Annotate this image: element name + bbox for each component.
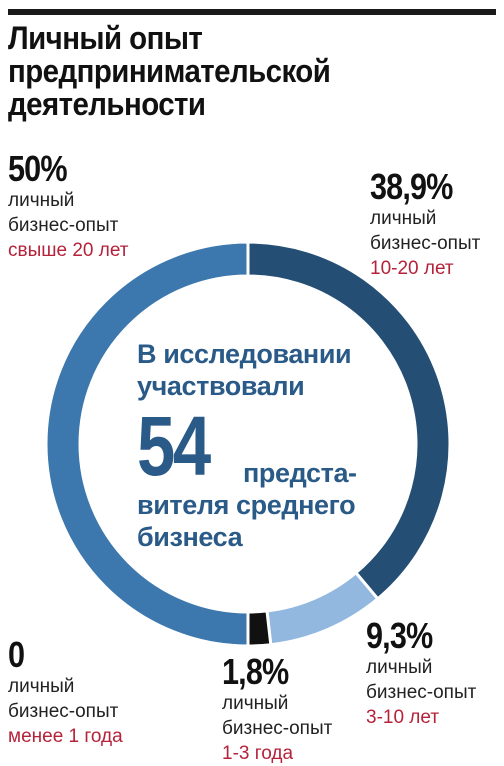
- label-pct: 9,3%: [366, 615, 433, 656]
- center-line5: бизнеса: [137, 522, 243, 552]
- label-line2: бизнес-опыт: [8, 701, 119, 722]
- label-line2: бизнес-опыт: [8, 215, 119, 236]
- center-number: 54: [137, 399, 211, 493]
- center-line2: участвовали: [137, 371, 305, 401]
- label-line2: бизнес-опыт: [222, 718, 333, 739]
- label-under-1: 0 личный бизнес-опыт менее 1 года: [8, 636, 123, 749]
- label-line1: личный: [370, 208, 437, 229]
- label-accent: 3-10 лет: [366, 707, 440, 728]
- label-line2: бизнес-опыт: [370, 233, 481, 254]
- slice-1-3: [246, 609, 273, 648]
- center-text-tail: вителя среднего бизнеса: [137, 489, 356, 553]
- label-over-20: 50% личный бизнес-опыт свыше 20 лет: [8, 150, 128, 263]
- label-3-10: 9,3% личный бизнес-опыт 3-10 лет: [366, 617, 476, 730]
- label-line1: личный: [8, 190, 75, 211]
- label-10-20: 38,9% личный бизнес-опыт 10-20 лет: [370, 168, 480, 281]
- label-accent: 10-20 лет: [370, 258, 454, 279]
- slice-over-20: [44, 240, 250, 648]
- label-line1: личный: [366, 657, 433, 678]
- top-rule: [8, 9, 496, 15]
- label-accent: менее 1 года: [8, 726, 123, 747]
- center-line3: предста-: [243, 458, 357, 488]
- label-line2: бизнес-опыт: [366, 682, 477, 703]
- label-line1: личный: [222, 693, 289, 714]
- label-accent: свыше 20 лет: [8, 240, 129, 261]
- label-line1: личный: [8, 676, 75, 697]
- label-accent: 1-3 года: [222, 743, 294, 764]
- slice-3-10: [265, 570, 380, 647]
- center-line1: В исследовании: [137, 339, 352, 369]
- label-pct: 38,9%: [370, 166, 453, 207]
- center-line4: вителя среднего: [137, 490, 356, 520]
- center-text-line1: В исследовании участвовали: [137, 338, 352, 402]
- chart-title: Личный опыт предпринимательской деятельн…: [8, 20, 331, 122]
- label-pct: 50%: [8, 148, 68, 189]
- label-pct: 1,8%: [222, 651, 289, 692]
- label-pct: 0: [8, 634, 25, 675]
- label-1-3: 1,8% личный бизнес-опыт 1-3 года: [222, 653, 332, 766]
